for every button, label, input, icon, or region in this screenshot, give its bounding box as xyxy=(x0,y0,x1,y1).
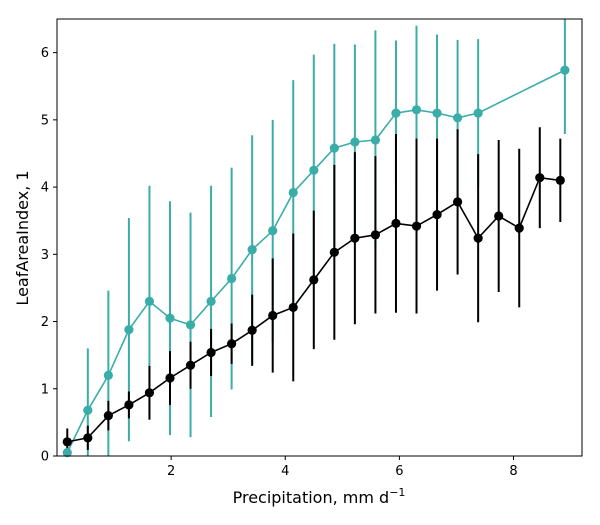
data-point-s2-6 xyxy=(165,373,175,383)
data-point-s2-23 xyxy=(514,223,524,233)
data-point-s1-16 xyxy=(370,135,381,145)
x-tick-label: 8 xyxy=(509,464,517,479)
y-tick-label: 3 xyxy=(41,248,49,263)
data-point-s1-7 xyxy=(185,320,196,330)
series-lines xyxy=(66,69,566,453)
data-point-s1-2 xyxy=(83,405,93,415)
data-point-s2-17 xyxy=(391,218,401,228)
series-markers xyxy=(62,65,570,458)
x-tick-label: 6 xyxy=(395,464,403,479)
data-point-s2-21 xyxy=(473,233,483,243)
y-axis-label: LeafAreaIndex, 1 xyxy=(13,170,32,305)
y-tick-label: 1 xyxy=(41,382,49,397)
data-point-s1-8 xyxy=(206,296,216,306)
data-point-s2-7 xyxy=(185,360,196,370)
data-point-s2-19 xyxy=(432,210,442,220)
data-point-s1-20 xyxy=(452,113,463,123)
x-tick-label: 4 xyxy=(281,464,289,479)
data-point-s1-15 xyxy=(350,137,360,147)
data-point-s2-16 xyxy=(370,230,381,240)
data-point-s1-19 xyxy=(432,108,442,118)
data-point-s1-11 xyxy=(268,226,278,236)
data-point-s2-13 xyxy=(309,275,319,285)
data-point-s2-14 xyxy=(329,247,339,257)
data-point-s2-10 xyxy=(247,325,257,335)
data-point-s1-6 xyxy=(165,313,175,323)
data-point-s2-24 xyxy=(535,173,545,183)
y-tick-label: 5 xyxy=(41,113,49,128)
x-axis-ticks: 2 4 6 8 xyxy=(167,456,518,479)
y-tick-label: 0 xyxy=(41,450,49,465)
plot-frame xyxy=(56,18,583,457)
data-point-s2-15 xyxy=(350,233,360,243)
data-point-s1-18 xyxy=(411,105,422,115)
y-tick-label: 4 xyxy=(41,181,49,196)
data-point-s2-3 xyxy=(103,411,113,421)
data-point-s2-1 xyxy=(62,437,72,447)
data-point-s1-17 xyxy=(391,108,401,118)
data-point-s1-3 xyxy=(103,370,113,380)
data-point-s2-22 xyxy=(494,211,504,221)
series-line-1 xyxy=(66,69,566,453)
y-tick-label: 2 xyxy=(41,315,49,330)
data-point-s1-22 xyxy=(560,65,570,75)
data-point-s1-5 xyxy=(144,296,155,306)
y-axis-ticks: 0 1 2 3 4 5 6 xyxy=(41,46,57,465)
data-point-s2-2 xyxy=(83,433,93,443)
data-point-s2-25 xyxy=(555,175,565,185)
data-point-s2-8 xyxy=(206,347,216,358)
data-point-s2-9 xyxy=(227,339,237,349)
x-axis-label: Precipitation, mm d−1 xyxy=(233,486,406,507)
y-tick-label: 6 xyxy=(41,46,49,61)
data-point-s2-11 xyxy=(268,310,278,321)
data-point-s1-13 xyxy=(309,165,319,175)
data-point-s1-9 xyxy=(227,273,237,284)
data-point-s2-20 xyxy=(452,197,463,207)
data-point-s1-14 xyxy=(329,143,339,153)
data-point-s1-12 xyxy=(288,187,298,198)
data-point-s1-1 xyxy=(62,448,72,458)
data-point-s1-10 xyxy=(247,245,257,255)
data-point-s2-12 xyxy=(288,302,298,313)
data-point-s2-5 xyxy=(144,388,155,398)
data-point-s2-18 xyxy=(411,221,422,231)
x-tick-label: 2 xyxy=(167,464,175,479)
data-point-s1-4 xyxy=(124,325,134,335)
data-point-s1-21 xyxy=(473,108,483,118)
data-point-s2-4 xyxy=(124,400,134,410)
error-bars xyxy=(66,19,566,456)
